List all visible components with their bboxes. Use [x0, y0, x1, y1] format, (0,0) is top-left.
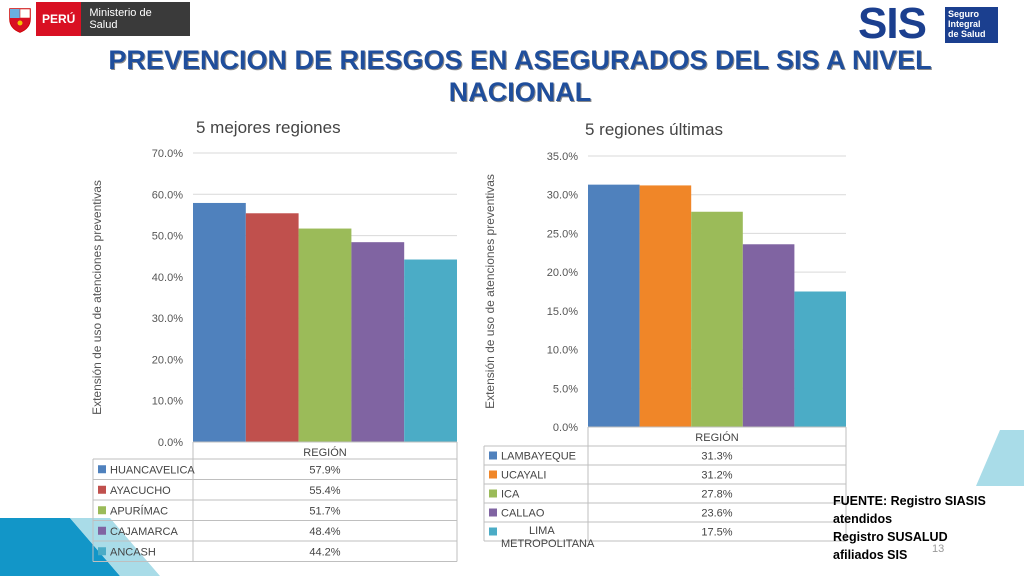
table-category-label: CAJAMARCA [110, 526, 179, 538]
source-note-line: afiliados SIS [833, 548, 908, 562]
ministry-label: Ministerio de Salud [81, 2, 190, 36]
y-tick-label: 30.0% [547, 190, 578, 202]
page-number: 13 [932, 543, 945, 555]
y-tick-label: 20.0% [152, 354, 183, 366]
table-category-label: METROPOLITANA [501, 538, 595, 550]
y-tick-label: 25.0% [547, 228, 578, 240]
bar-ucayali [639, 185, 692, 427]
accent-teal-right [976, 430, 1024, 486]
legend-swatch [489, 489, 497, 498]
y-tick-label: 10.0% [152, 396, 183, 408]
y-tick-label: 70.0% [152, 148, 183, 160]
table-value-label: 23.6% [701, 508, 732, 520]
bar-apurímac [298, 228, 352, 442]
y-tick-label: 15.0% [547, 306, 578, 318]
bar-ancash [404, 259, 457, 442]
source-note-line: FUENTE: Registro SIASIS [833, 494, 986, 508]
y-axis-label: Extensión de uso de atenciones preventiv… [90, 180, 104, 415]
peru-ministry-logo: PERÚ Ministerio de Salud [4, 2, 190, 36]
y-tick-label: 35.0% [547, 151, 578, 163]
y-tick-label: 0.0% [553, 422, 578, 434]
table-category-label: CALLAO [501, 508, 545, 520]
bar-callao [742, 244, 795, 427]
table-value-label: 57.9% [309, 464, 340, 476]
table-category-label: ANCASH [110, 546, 156, 558]
y-axis-label: Extensión de uso de atenciones preventiv… [483, 174, 497, 409]
sis-logo-band [945, 7, 998, 43]
table-value-label: 17.5% [701, 527, 732, 539]
y-tick-label: 50.0% [152, 231, 183, 243]
table-category-label: LAMBAYEQUE [501, 451, 576, 463]
table-value-label: 55.4% [309, 485, 340, 497]
legend-swatch [489, 470, 497, 479]
table-value-label: 51.7% [309, 505, 340, 517]
bar-lambayeque [588, 184, 640, 427]
y-tick-label: 10.0% [547, 345, 578, 357]
table-category-label: ICA [501, 489, 520, 501]
y-tick-label: 5.0% [553, 383, 578, 395]
bar-lima-metropolitana [794, 291, 846, 427]
y-tick-label: 30.0% [152, 313, 183, 325]
slide-title-line-1: PREVENCION DE RIESGOS EN ASEGURADOS DEL … [108, 45, 932, 75]
legend-swatch [98, 485, 106, 494]
y-tick-label: 40.0% [152, 272, 183, 284]
accent-blue-bottom-left [0, 518, 120, 576]
x-axis-label: REGIÓN [695, 431, 738, 444]
table-category-label: APURÍMAC [110, 504, 168, 517]
legend-swatch [489, 527, 497, 536]
legend-swatch [489, 451, 497, 460]
table-category-label: UCAYALI [501, 470, 546, 482]
table-category-label: HUANCAVELICA [110, 464, 195, 476]
bar-ayacucho [245, 213, 299, 442]
sis-logo-text: SIS [858, 0, 927, 48]
legend-swatch [489, 508, 497, 517]
source-note-line: Registro SUSALUD [833, 530, 948, 544]
sis-logo-sub-line: Integral [948, 19, 981, 29]
legend-swatch [98, 506, 106, 515]
source-note-line: atendidos [833, 512, 893, 526]
sis-logo-sub-line: de Salud [948, 29, 986, 39]
table-category-label: AYACUCHO [110, 485, 171, 497]
bar-ica [691, 211, 743, 427]
chart-title: 5 mejores regiones [196, 118, 341, 137]
coat-of-arms-icon [4, 2, 36, 36]
sis-logo: SIS Seguro Integral de Salud [858, 0, 1000, 48]
y-tick-label: 0.0% [158, 437, 183, 449]
sis-logo-subtitle: Seguro Integral de Salud [948, 9, 1000, 39]
legend-swatch [98, 526, 106, 535]
x-axis-label: REGIÓN [303, 446, 346, 459]
chart-mejores-regiones: 5 mejores regiones Extensión de uso de at… [90, 118, 458, 562]
slide-title: PREVENCION DE RIESGOS EN ASEGURADOS DEL … [40, 44, 1000, 108]
table-value-label: 31.3% [701, 451, 732, 463]
bar-cajamarca [351, 242, 405, 442]
sis-logo-sub-line: Seguro [948, 9, 980, 19]
legend-swatch [98, 547, 106, 556]
table-value-label: 31.2% [701, 470, 732, 482]
slide-title-line-2: NACIONAL [448, 77, 592, 107]
y-tick-label: 20.0% [547, 267, 578, 279]
table-value-label: 27.8% [701, 489, 732, 501]
table-category-label: LIMA [529, 525, 555, 537]
source-note: FUENTE: Registro SIASIS atendidos Regist… [833, 492, 1023, 564]
bar-huancavelica [193, 202, 246, 442]
chart-title: 5 regiones últimas [585, 120, 723, 139]
chart-regiones-ultimas: 5 regiones últimas Extensión de uso de at… [483, 120, 847, 550]
peru-label: PERÚ [36, 2, 82, 36]
table-value-label: 44.2% [309, 546, 340, 558]
table-value-label: 48.4% [309, 526, 340, 538]
y-tick-label: 60.0% [152, 189, 183, 201]
legend-swatch [98, 465, 106, 474]
